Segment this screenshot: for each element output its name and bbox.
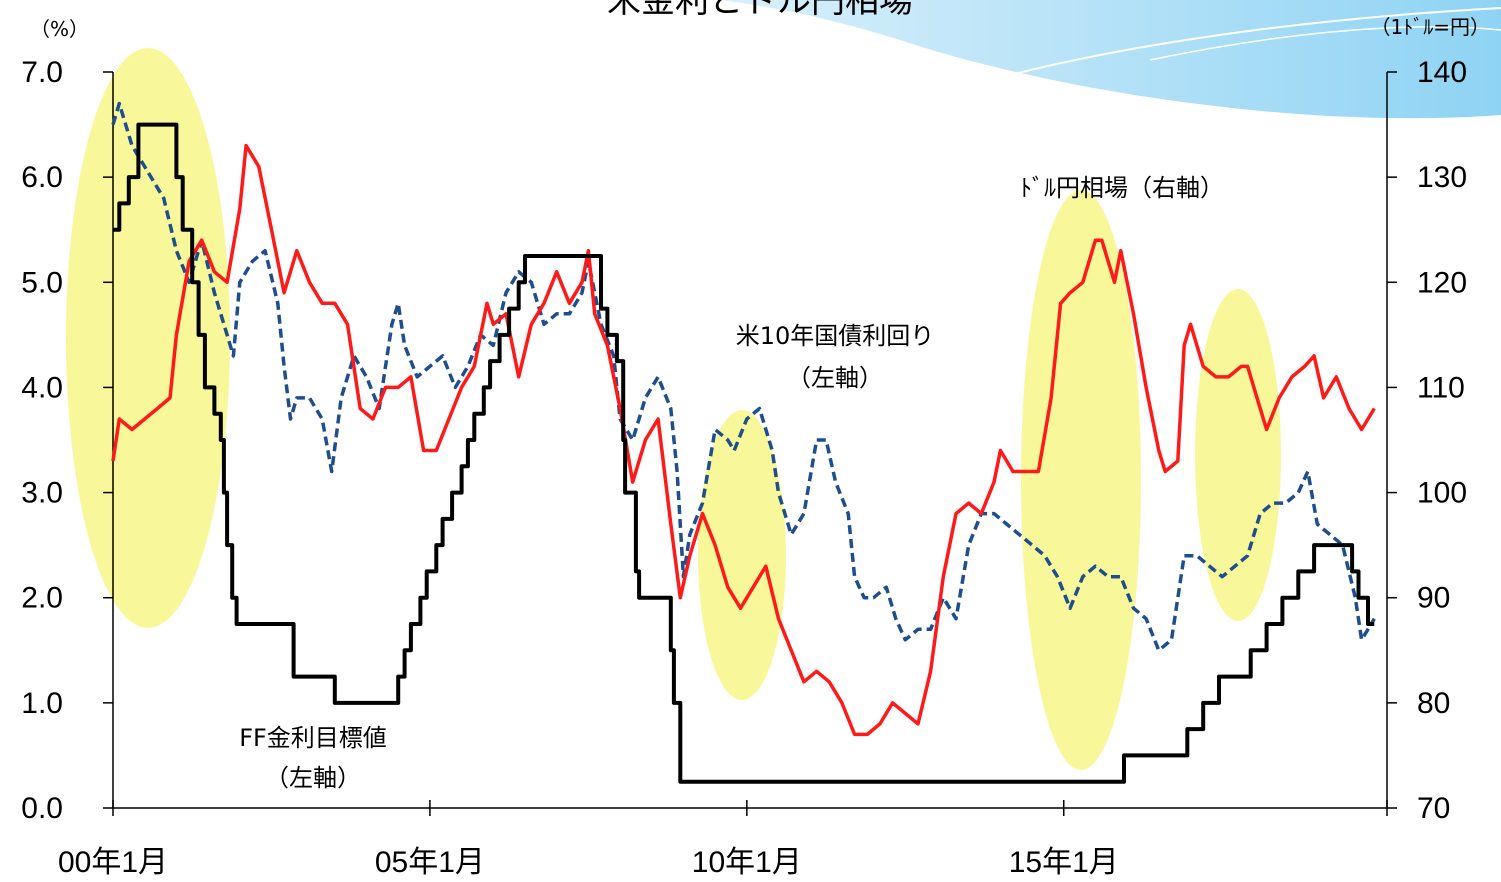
y-right-tick-label: 120 xyxy=(1417,266,1467,299)
bond-yield-line xyxy=(111,101,1376,653)
annotations: FF金利目標値 （左軸） 米10年国債利回り （左軸） ﾄﾞﾙ円相場（右軸） xyxy=(239,174,1224,792)
y-left-tick-label: 6.0 xyxy=(21,161,63,194)
label-bond-yield-axis: （左軸） xyxy=(787,364,883,392)
series-group xyxy=(111,101,1376,784)
y-left-tick-label: 3.0 xyxy=(21,477,63,510)
usdjpy-line xyxy=(111,143,1376,737)
label-ff-rate-axis: （左軸） xyxy=(265,764,361,792)
label-bond-yield: 米10年国債利回り xyxy=(736,322,935,350)
x-tick-label: 15年1月 xyxy=(1009,846,1119,879)
y-left-tick-label: 4.0 xyxy=(21,371,63,404)
highlight-ellipse-2 xyxy=(698,410,786,700)
x-tick-label: 10年1月 xyxy=(692,846,802,879)
label-ff-rate: FF金利目標値 xyxy=(239,724,387,752)
y-right-tick-label: 140 xyxy=(1417,56,1467,89)
header-swoosh-line xyxy=(1009,7,1501,76)
axes: 0.0 1.0 2.0 3.0 4.0 5.0 6.0 7.0 70 80 90 100 110 120 1… xyxy=(21,56,1467,879)
y-left-unit: （%） xyxy=(30,17,89,41)
header-swoosh xyxy=(720,0,1501,119)
y-right-tick-label: 100 xyxy=(1417,477,1467,510)
highlight-ellipse-1 xyxy=(66,48,230,628)
y-right-unit: （1ﾄﾞﾙ=円） xyxy=(1371,15,1490,39)
highlight-ellipse-4 xyxy=(1195,289,1281,621)
y-right-tick-label: 70 xyxy=(1417,792,1450,825)
highlight-group xyxy=(66,48,1281,770)
y-right-tick-label: 80 xyxy=(1417,687,1450,720)
chart-title: 米金利とドル円相場 xyxy=(607,0,913,21)
x-tick-label: 00年1月 xyxy=(58,846,168,879)
y-right-tick-label: 110 xyxy=(1417,371,1465,404)
y-left-tick-label: 0.0 xyxy=(21,792,63,825)
y-left-tick-label: 1.0 xyxy=(21,687,63,720)
label-usdjpy: ﾄﾞﾙ円相場（右軸） xyxy=(1020,174,1224,202)
y-left-tick-label: 5.0 xyxy=(21,266,63,299)
highlight-ellipse-3 xyxy=(1021,190,1141,770)
header-swoosh-line-2 xyxy=(1149,26,1501,61)
y-right-tick-label: 130 xyxy=(1417,161,1467,194)
y-right-tick-label: 90 xyxy=(1417,582,1450,615)
ff-rate-line xyxy=(113,122,1375,784)
y-left-tick-label: 2.0 xyxy=(21,582,63,615)
y-left-tick-label: 7.0 xyxy=(21,56,63,89)
x-tick-label: 05年1月 xyxy=(375,846,485,879)
